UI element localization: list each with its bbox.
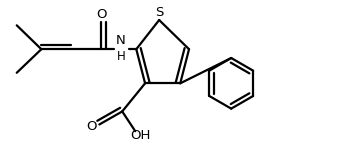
Text: N: N xyxy=(116,34,126,47)
Text: OH: OH xyxy=(131,129,151,142)
Text: H: H xyxy=(116,50,125,63)
Text: O: O xyxy=(96,8,107,21)
Text: S: S xyxy=(155,6,163,19)
Text: O: O xyxy=(86,120,97,133)
